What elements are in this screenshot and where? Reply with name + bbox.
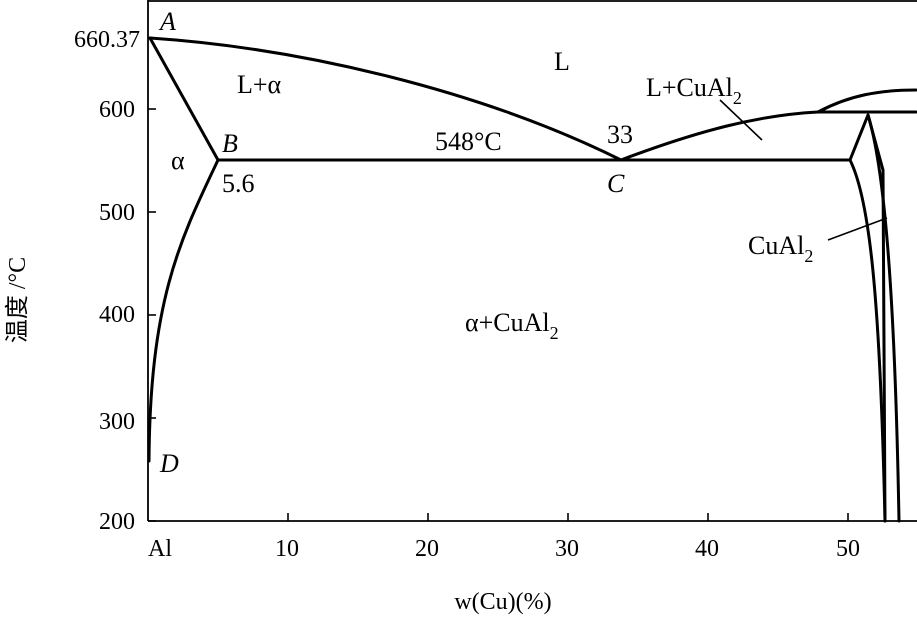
- solvus-curve: [147, 158, 220, 463]
- y-tick-label-660: 660.37: [74, 27, 140, 53]
- eutectic-composition-label: 33: [607, 120, 633, 149]
- x-tick-label-30: 30: [555, 536, 579, 562]
- y-tick-label-600: 600: [99, 97, 135, 123]
- y-tick-label-500: 500: [99, 200, 135, 226]
- eutectic-temperature-label: 548°C: [435, 127, 502, 156]
- point-label-d: D: [159, 449, 179, 478]
- phase-boundaries: [147, 36, 917, 523]
- region-label-liquid: L: [554, 47, 570, 76]
- solidus-curve: [148, 36, 220, 162]
- x-tick-label-20: 20: [415, 536, 439, 562]
- cual2-liquidus-curve: [816, 88, 917, 114]
- liquidus-left-curve: [148, 36, 623, 162]
- region-label-cual2: CuAl2: [748, 231, 813, 266]
- region-label-cual2-sub: 2: [804, 246, 813, 266]
- tick-marks: [148, 108, 849, 522]
- region-label-liquid-cual2-sub: 2: [733, 88, 742, 108]
- x-tick-labels: Al 10 20 30 40 50: [148, 536, 860, 562]
- region-label-alpha-cual2: α+CuAl2: [465, 308, 559, 343]
- region-label-liquid-alpha: L+α: [237, 70, 282, 99]
- y-tick-label-400: 400: [99, 302, 135, 328]
- region-label-cual2-main: CuAl: [748, 231, 804, 260]
- y-tick-label-200: 200: [99, 509, 135, 535]
- x-tick-label-50: 50: [836, 536, 860, 562]
- region-label-alpha-cual2-main: α+CuAl: [465, 308, 550, 337]
- region-label-alpha-cual2-sub: 2: [550, 323, 559, 343]
- y-tick-labels: 200 300 400 500 600 660.37: [74, 27, 140, 535]
- region-label-liquid-cual2-main: L+CuAl: [646, 73, 733, 102]
- region-label-alpha: α: [171, 146, 185, 175]
- x-tick-label-10: 10: [275, 536, 299, 562]
- x-axis-title: w(Cu)(%): [454, 589, 551, 615]
- point-label-c: C: [607, 169, 625, 198]
- cual2-right-boundary: [866, 113, 901, 523]
- point-label-b: B: [222, 129, 238, 158]
- cual2-inner-left-boundary: [848, 158, 887, 523]
- liquidus-right-curve: [619, 110, 820, 162]
- x-tick-label-al: Al: [148, 536, 172, 562]
- b-composition-label: 5.6: [222, 169, 255, 198]
- y-tick-label-300: 300: [99, 409, 135, 435]
- y-axis-title: 温度 /°C: [4, 257, 31, 343]
- leader-cual2: [827, 217, 888, 241]
- point-label-a: A: [158, 7, 176, 36]
- region-label-liquid-cual2: L+CuAl2: [646, 73, 742, 108]
- x-tick-label-40: 40: [695, 536, 719, 562]
- leader-liquid-cual2: [719, 99, 763, 141]
